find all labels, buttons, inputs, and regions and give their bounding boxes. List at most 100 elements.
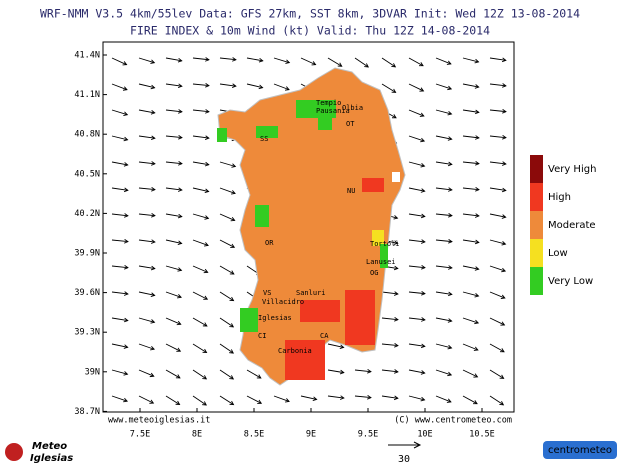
wind-arrow-head xyxy=(284,86,290,91)
wind-arrow xyxy=(192,187,209,192)
wind-arrow-head xyxy=(420,239,426,244)
wind-arrow xyxy=(273,83,290,91)
wind-arrow xyxy=(381,57,396,68)
logo-right-text: centrometeo xyxy=(548,445,612,456)
wind-arrow-head xyxy=(502,108,507,114)
wind-arrow xyxy=(138,369,154,377)
wind-arrow-head xyxy=(393,291,399,296)
wind-arrow xyxy=(489,317,505,326)
wind-arrow-head xyxy=(420,343,426,349)
wind-arrow xyxy=(462,291,479,297)
wind-arrow xyxy=(165,161,182,165)
wind-arrow xyxy=(138,317,155,323)
wind-arrow-head xyxy=(337,62,343,67)
wind-arrow-head xyxy=(474,239,480,245)
wind-arrow xyxy=(435,57,452,65)
wind-arrow xyxy=(138,161,155,165)
wind-arrow-head xyxy=(229,296,235,302)
wind-arrow-head xyxy=(229,400,235,406)
wind-arrow xyxy=(462,83,479,88)
wind-arrow xyxy=(165,57,182,62)
wind-arrow xyxy=(462,135,479,139)
legend: Very High High Moderate Low Very Low xyxy=(530,155,596,295)
wind-arrow-head xyxy=(420,163,426,168)
wind-arrow-head xyxy=(474,84,480,89)
wind-arrow xyxy=(219,239,235,248)
wind-arrow xyxy=(435,291,452,295)
wind-arrow-head xyxy=(501,214,507,219)
wind-arrow xyxy=(435,213,452,217)
wind-arrow xyxy=(327,369,344,374)
wind-arrow xyxy=(489,265,506,272)
wind-arrow-head xyxy=(500,294,506,299)
wind-arrow xyxy=(111,161,128,166)
wind-arrow-head xyxy=(205,57,210,62)
wind-arrow xyxy=(111,239,128,243)
wind-arrow-head xyxy=(419,112,425,117)
wind-arrow xyxy=(138,135,155,139)
wind-arrow xyxy=(138,291,155,296)
wind-arrow-head xyxy=(447,344,453,350)
wind-arrow-head xyxy=(419,87,425,92)
wind-arrow xyxy=(489,57,506,61)
wind-arrow-head xyxy=(447,371,453,377)
place-label: Villacidro xyxy=(262,298,304,306)
header-line1: WRF-NMM V3.5 4km/55lev Data: GFS 27km, S… xyxy=(40,7,580,21)
header-line2: FIRE INDEX & 10m Wind (kt) Valid: Thu 12… xyxy=(130,24,490,38)
wind-arrow-head xyxy=(393,395,399,401)
lat-label: 40.5N xyxy=(74,169,100,179)
wind-arrow xyxy=(381,317,398,321)
wind-arrow-head xyxy=(177,213,183,219)
wind-arrow-head xyxy=(285,59,291,64)
wind-arrow xyxy=(462,265,479,270)
wind-arrow-head xyxy=(393,265,399,271)
wind-arrow xyxy=(219,161,236,167)
wind-arrow xyxy=(111,317,128,321)
wind-arrow xyxy=(462,187,479,191)
wind-arrow xyxy=(219,83,236,87)
wind-arrow-head xyxy=(339,344,345,349)
wind-arrow xyxy=(408,213,425,217)
wind-arrow xyxy=(408,109,424,117)
wind-arrow-head xyxy=(447,110,453,116)
wind-arrow xyxy=(165,239,182,244)
wind-arrow-head xyxy=(204,215,210,220)
wind-arrow xyxy=(111,291,128,295)
wind-arrow-head xyxy=(176,347,182,352)
wind-arrow-head xyxy=(150,59,156,64)
wind-arrow-head xyxy=(420,396,426,402)
wind-arrow-head xyxy=(258,84,264,90)
wind-arrow xyxy=(111,83,128,91)
wind-arrow-head xyxy=(421,290,426,296)
wind-arrow xyxy=(300,57,316,66)
wind-arrow xyxy=(408,317,425,321)
wind-arrow-head xyxy=(178,134,183,140)
wind-arrow-head xyxy=(150,292,156,297)
wind-arrow-head xyxy=(150,239,156,244)
lon-label: 8E xyxy=(192,430,202,440)
logo-left-top: Meteo xyxy=(32,441,67,452)
wind-arrow xyxy=(111,109,128,116)
legend-swatch xyxy=(530,211,543,239)
wind-arrow-head xyxy=(151,213,156,218)
wind-arrow-head xyxy=(475,160,480,166)
wind-arrow xyxy=(192,291,208,300)
wind-arrow xyxy=(435,317,452,322)
wind-arrow xyxy=(138,265,155,270)
wind-arrow-head xyxy=(229,375,235,380)
wind-arrow xyxy=(489,369,504,379)
wind-arrow xyxy=(192,395,207,406)
logo-left: Meteo Iglesias xyxy=(5,441,73,464)
wind-arrow-head xyxy=(177,83,183,89)
wind-arrow-head xyxy=(421,317,426,322)
credit-right: (C) www.centrometeo.com xyxy=(394,416,512,426)
wind-arrow xyxy=(435,109,452,115)
wind-arrow xyxy=(111,369,128,375)
place-label: NU xyxy=(347,187,355,195)
lat-labels: 41.4N 41.1N 40.8N 40.5N 40.2N 39.9N 39.6N 39.3N… xyxy=(74,51,107,417)
wind-arrow xyxy=(111,395,128,402)
wind-arrow-head xyxy=(420,213,426,219)
wind-arrow-head xyxy=(447,161,453,167)
